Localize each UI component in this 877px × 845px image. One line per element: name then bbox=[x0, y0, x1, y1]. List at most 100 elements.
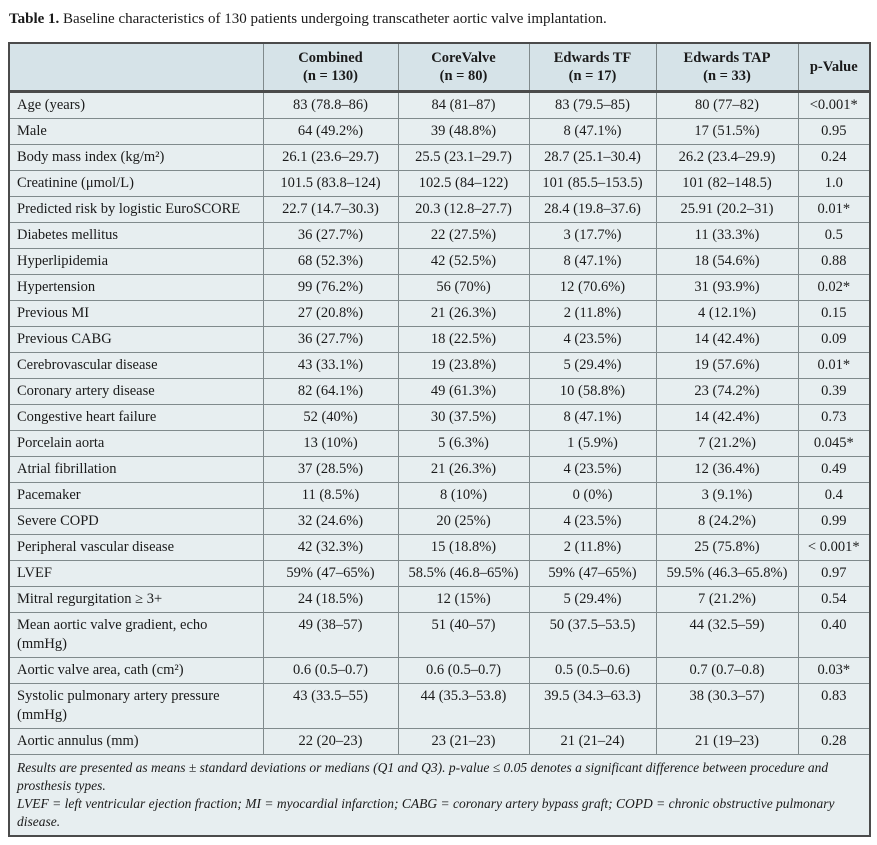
table-cell: 18 (22.5%) bbox=[397, 326, 530, 353]
header-cell-combined: Combined (n = 130) bbox=[262, 42, 399, 93]
row-label: Diabetes mellitus bbox=[8, 222, 264, 249]
table-row: Cerebrovascular disease 43 (33.1%) 19 (2… bbox=[8, 352, 871, 379]
table-cell: 0.03* bbox=[797, 657, 871, 684]
table-cell: < 0.001* bbox=[797, 534, 871, 561]
table-cell: 15 (18.8%) bbox=[397, 534, 530, 561]
table-cell: 44 (35.3–53.8) bbox=[397, 683, 530, 729]
table-row: Mean aortic valve gradient, echo (mmHg) … bbox=[8, 612, 871, 658]
table-cell: 5 (29.4%) bbox=[528, 586, 657, 613]
table-row: Porcelain aorta 13 (10%) 5 (6.3%) 1 (5.9… bbox=[8, 430, 871, 457]
row-label: LVEF bbox=[8, 560, 264, 587]
table-cell: 39.5 (34.3–63.3) bbox=[528, 683, 657, 729]
table-cell: 28.4 (19.8–37.6) bbox=[528, 196, 657, 223]
baseline-characteristics-table: Combined (n = 130) CoreValve (n = 80) Edwa… bbox=[8, 41, 871, 837]
table-cell: 25.91 (20.2–31) bbox=[655, 196, 799, 223]
table-cell: 101.5 (83.8–124) bbox=[262, 170, 399, 197]
row-label: Severe COPD bbox=[8, 508, 264, 535]
table-cell: 59.5% (46.3–65.8%) bbox=[655, 560, 799, 587]
table-row: Aortic valve area, cath (cm²) 0.6 (0.5–0… bbox=[8, 657, 871, 684]
table-cell: 17 (51.5%) bbox=[655, 118, 799, 145]
table-cell: 23 (74.2%) bbox=[655, 378, 799, 405]
table-cell: 38 (30.3–57) bbox=[655, 683, 799, 729]
table-cell: 0.99 bbox=[797, 508, 871, 535]
table-cell: 42 (32.3%) bbox=[262, 534, 399, 561]
row-label: Coronary artery disease bbox=[8, 378, 264, 405]
table-cell: 20 (25%) bbox=[397, 508, 530, 535]
table-row: Creatinine (μmol/L) 101.5 (83.8–124) 102… bbox=[8, 170, 871, 197]
table-cell: 1.0 bbox=[797, 170, 871, 197]
table-cell: 0.88 bbox=[797, 248, 871, 275]
table-cell: 0.24 bbox=[797, 144, 871, 171]
table-cell: 11 (8.5%) bbox=[262, 482, 399, 509]
table-cell: 43 (33.1%) bbox=[262, 352, 399, 379]
table-cell: 0.01* bbox=[797, 196, 871, 223]
row-label: Pacemaker bbox=[8, 482, 264, 509]
row-label: Porcelain aorta bbox=[8, 430, 264, 457]
table-cell: 64 (49.2%) bbox=[262, 118, 399, 145]
table-row: Previous CABG 36 (27.7%) 18 (22.5%) 4 (2… bbox=[8, 326, 871, 353]
table-cell: 25 (75.8%) bbox=[655, 534, 799, 561]
table-row: Body mass index (kg/m²) 26.1 (23.6–29.7)… bbox=[8, 144, 871, 171]
table-cell: 80 (77–82) bbox=[655, 91, 799, 119]
table-body: Age (years) 83 (78.8–86) 84 (81–87) 83 (… bbox=[8, 91, 871, 755]
table-cell: 0.02* bbox=[797, 274, 871, 301]
table-cell: 12 (15%) bbox=[397, 586, 530, 613]
row-label: Aortic annulus (mm) bbox=[8, 728, 264, 755]
footnote-cell: Results are presented as means ± standar… bbox=[8, 754, 871, 837]
table-cell: 30 (37.5%) bbox=[397, 404, 530, 431]
row-label: Predicted risk by logistic EuroSCORE bbox=[8, 196, 264, 223]
table-cell: 44 (32.5–59) bbox=[655, 612, 799, 658]
table-cell: 25.5 (23.1–29.7) bbox=[397, 144, 530, 171]
table-row: Predicted risk by logistic EuroSCORE 22.… bbox=[8, 196, 871, 223]
table-cell: 36 (27.7%) bbox=[262, 326, 399, 353]
table-cell: 0.73 bbox=[797, 404, 871, 431]
footnote-row: Results are presented as means ± standar… bbox=[8, 754, 871, 837]
table-cell: 18 (54.6%) bbox=[655, 248, 799, 275]
table-footer: Results are presented as means ± standar… bbox=[8, 754, 871, 837]
table-cell: 24 (18.5%) bbox=[262, 586, 399, 613]
table-cell: 59% (47–65%) bbox=[262, 560, 399, 587]
table-row: Atrial fibrillation 37 (28.5%) 21 (26.3%… bbox=[8, 456, 871, 483]
table-cell: 27 (20.8%) bbox=[262, 300, 399, 327]
table-cell: 101 (85.5–153.5) bbox=[528, 170, 657, 197]
table-cell: 51 (40–57) bbox=[397, 612, 530, 658]
table-cell: 21 (19–23) bbox=[655, 728, 799, 755]
table-cell: 68 (52.3%) bbox=[262, 248, 399, 275]
table-cell: 36 (27.7%) bbox=[262, 222, 399, 249]
table-cell: 28.7 (25.1–30.4) bbox=[528, 144, 657, 171]
header-cell-empty bbox=[8, 42, 264, 93]
table-cell: 83 (79.5–85) bbox=[528, 91, 657, 119]
table-cell: 13 (10%) bbox=[262, 430, 399, 457]
table-cell: 1 (5.9%) bbox=[528, 430, 657, 457]
table-cell: 52 (40%) bbox=[262, 404, 399, 431]
table-caption: Table 1. Baseline characteristics of 130… bbox=[9, 10, 869, 29]
table-cell: 0.045* bbox=[797, 430, 871, 457]
table-cell: 14 (42.4%) bbox=[655, 326, 799, 353]
table-cell: 12 (36.4%) bbox=[655, 456, 799, 483]
table-row: Pacemaker 11 (8.5%) 8 (10%) 0 (0%) 3 (9.… bbox=[8, 482, 871, 509]
table-cell: 99 (76.2%) bbox=[262, 274, 399, 301]
table-cell: 0.54 bbox=[797, 586, 871, 613]
table-cell: 0.28 bbox=[797, 728, 871, 755]
table-cell: 8 (47.1%) bbox=[528, 118, 657, 145]
table-row: Mitral regurgitation ≥ 3+ 24 (18.5%) 12 … bbox=[8, 586, 871, 613]
footnote-line-2: LVEF = left ventricular ejection fractio… bbox=[17, 796, 835, 829]
table-row: Coronary artery disease 82 (64.1%) 49 (6… bbox=[8, 378, 871, 405]
table-cell: 8 (47.1%) bbox=[528, 404, 657, 431]
table-cell: 0.15 bbox=[797, 300, 871, 327]
table-row: Aortic annulus (mm) 22 (20–23) 23 (21–23… bbox=[8, 728, 871, 755]
table-cell: 14 (42.4%) bbox=[655, 404, 799, 431]
table-row: Age (years) 83 (78.8–86) 84 (81–87) 83 (… bbox=[8, 91, 871, 119]
table-cell: 0.7 (0.7–0.8) bbox=[655, 657, 799, 684]
table-cell: 0.97 bbox=[797, 560, 871, 587]
table-row: Congestive heart failure 52 (40%) 30 (37… bbox=[8, 404, 871, 431]
table-cell: 0.39 bbox=[797, 378, 871, 405]
table-cell: 0.49 bbox=[797, 456, 871, 483]
table-cell: 50 (37.5–53.5) bbox=[528, 612, 657, 658]
table-cell: 8 (10%) bbox=[397, 482, 530, 509]
table-cell: 39 (48.8%) bbox=[397, 118, 530, 145]
table-row: Previous MI 27 (20.8%) 21 (26.3%) 2 (11.… bbox=[8, 300, 871, 327]
table-cell: <0.001* bbox=[797, 91, 871, 119]
table-row: Hyperlipidemia 68 (52.3%) 42 (52.5%) 8 (… bbox=[8, 248, 871, 275]
